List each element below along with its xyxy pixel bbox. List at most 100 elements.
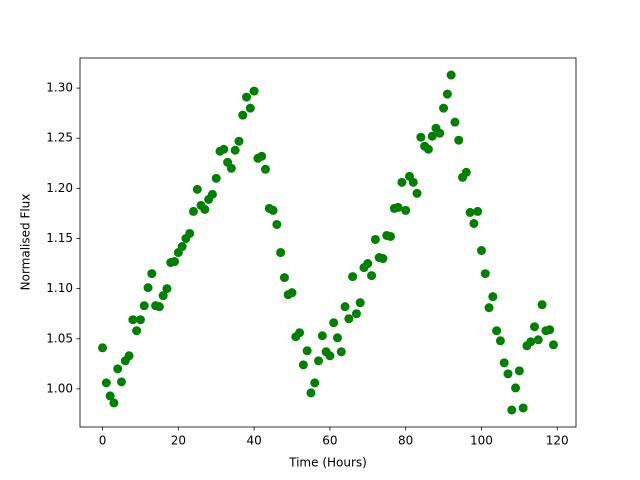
data-point [245, 103, 255, 113]
y-tick-label: 1.20 [46, 181, 73, 195]
data-point [306, 388, 316, 398]
data-point [492, 326, 502, 336]
data-point [128, 315, 138, 325]
data-point [192, 184, 202, 194]
data-point [260, 164, 270, 174]
data-point [295, 328, 305, 338]
data-point [287, 288, 297, 298]
data-point [465, 207, 475, 217]
data-point [170, 257, 180, 267]
data-point [363, 259, 373, 269]
data-point [530, 322, 540, 332]
data-point [484, 303, 494, 313]
y-tick-label: 1.25 [46, 131, 73, 145]
x-axis-label: Time (Hours) [288, 456, 367, 470]
data-point [378, 254, 388, 264]
data-point [412, 188, 422, 198]
data-point [336, 347, 346, 357]
data-point [325, 351, 335, 361]
data-point [310, 378, 320, 388]
data-point [450, 117, 460, 127]
data-point [329, 318, 339, 328]
data-point [340, 302, 350, 312]
data-point [298, 360, 308, 370]
data-point [442, 89, 452, 99]
data-point [109, 398, 119, 408]
data-point [226, 163, 236, 173]
data-point [351, 309, 361, 319]
data-point [507, 405, 517, 415]
data-point [147, 269, 157, 279]
plot-frame [79, 57, 577, 428]
data-point [344, 314, 354, 324]
data-point [401, 205, 411, 215]
data-point [116, 377, 126, 387]
x-tick-label: 60 [322, 434, 337, 448]
data-point [545, 325, 555, 335]
data-point [200, 204, 210, 214]
data-point [113, 364, 123, 374]
data-point [499, 358, 509, 368]
data-point [276, 248, 286, 258]
data-point [526, 337, 536, 347]
x-tick-label: 20 [171, 434, 186, 448]
data-point [207, 189, 217, 199]
data-point [511, 383, 521, 393]
data-point [355, 298, 365, 308]
data-point [446, 70, 456, 80]
data-point [503, 369, 513, 379]
data-point [348, 272, 358, 282]
data-point [435, 128, 445, 138]
data-point [476, 246, 486, 256]
data-point [548, 340, 558, 350]
y-tick-label: 1.10 [46, 281, 73, 295]
data-point [537, 300, 547, 310]
data-point [249, 86, 259, 96]
data-point [454, 135, 464, 145]
y-axis-label: Normalised Flux [19, 194, 33, 291]
data-point [488, 292, 498, 302]
data-point [135, 315, 145, 325]
data-point [370, 234, 380, 244]
data-point [317, 331, 327, 341]
data-point [367, 271, 377, 281]
data-point [473, 206, 483, 216]
data-point [416, 132, 426, 142]
data-point [518, 403, 528, 413]
data-point [279, 273, 289, 283]
data-point [533, 335, 543, 345]
x-tick-label: 120 [546, 434, 569, 448]
data-point [393, 202, 403, 212]
data-point [268, 205, 278, 215]
data-point [188, 206, 198, 216]
data-point [143, 283, 153, 293]
data-point [132, 326, 142, 336]
data-point [154, 302, 164, 312]
data-point [469, 218, 479, 228]
data-point [480, 269, 490, 279]
data-point [272, 219, 282, 229]
data-point [158, 291, 168, 301]
data-point [105, 391, 115, 401]
y-tick-label: 1.05 [46, 331, 73, 345]
data-point [427, 131, 437, 141]
data-point [219, 144, 229, 154]
data-point [101, 378, 111, 388]
y-tick-label: 1.30 [46, 81, 73, 95]
data-point [408, 177, 418, 187]
data-point [386, 231, 396, 241]
data-point [514, 366, 524, 376]
data-point [242, 92, 252, 102]
x-tick-label: 40 [246, 434, 261, 448]
data-point [234, 136, 244, 146]
x-tick-label: 100 [470, 434, 493, 448]
data-point [177, 242, 187, 252]
x-tick-label: 80 [398, 434, 413, 448]
y-tick-label: 1.15 [46, 231, 73, 245]
data-point [423, 144, 433, 154]
y-tick-label: 1.00 [46, 381, 73, 395]
data-point [332, 333, 342, 343]
data-point [238, 110, 248, 120]
data-point [139, 301, 149, 311]
